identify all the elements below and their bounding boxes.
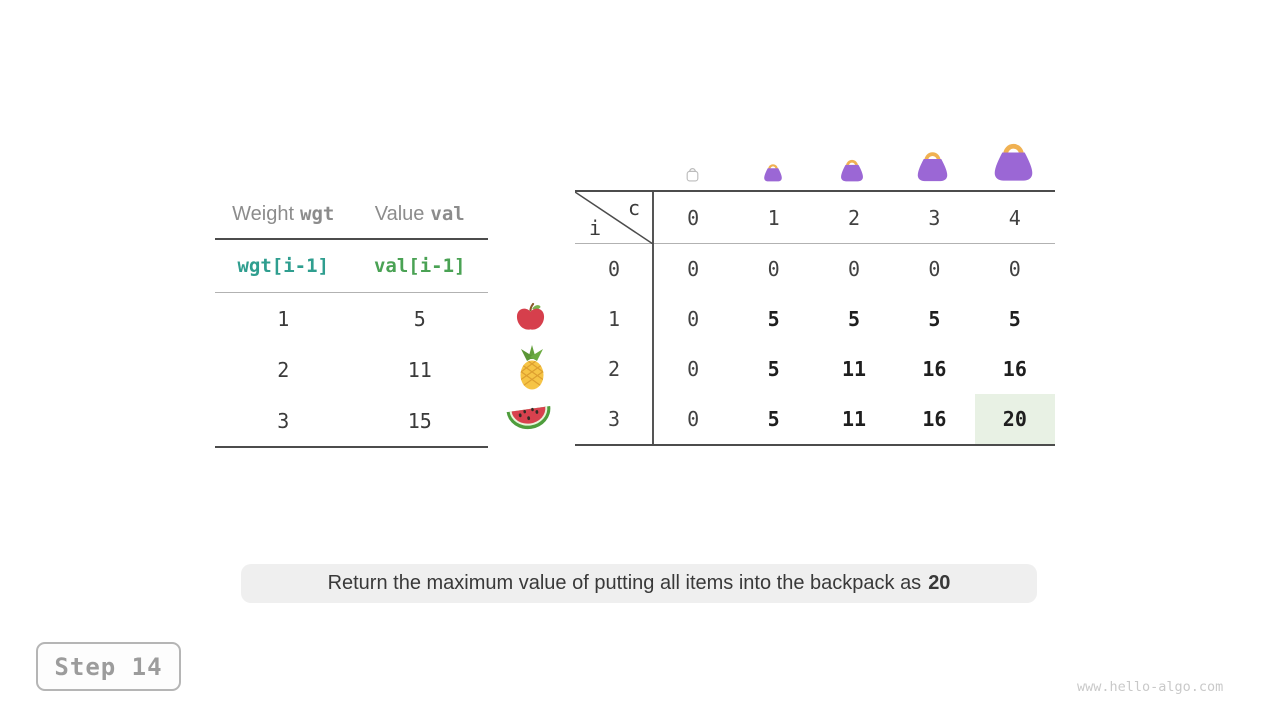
item-value: 15 <box>407 408 432 433</box>
value-label: Value <box>374 203 425 225</box>
items-table-code-row: wgt[i-1] val[i-1] <box>215 240 488 293</box>
capacity-var-label: c <box>627 196 640 220</box>
item-index-var-label: i <box>589 216 602 240</box>
val-expression: val[i-1] <box>373 255 466 277</box>
items-table: Weight wgt Value val wgt[i-1] val[i-1] 1 5… <box>215 191 488 448</box>
dp-cell: 11 <box>841 407 867 431</box>
dp-cell: 5 <box>847 307 861 331</box>
dp-cell: 5 <box>767 357 780 381</box>
items-table-row: 1 5 <box>215 293 488 344</box>
bag-icon-capacity-3 <box>914 147 951 187</box>
dp-cell: 5 <box>767 407 780 431</box>
dp-cell: 0 <box>928 257 941 281</box>
items-table-header: Weight wgt Value val <box>215 191 488 240</box>
dp-row-header: 1 <box>607 307 621 331</box>
dp-col-header: 3 <box>928 205 941 230</box>
dp-row-header: 2 <box>607 357 621 381</box>
dp-col-header: 0 <box>687 205 700 230</box>
pineapple-icon <box>514 344 550 397</box>
dp-table: c i 0 1 2 3 4 0 0 0 0 0 0 1 0 5 5 5 5 2 <box>575 190 1056 446</box>
dp-row: 1 0 5 5 5 5 <box>575 294 1055 344</box>
wgt-code-label: wgt <box>300 203 335 225</box>
weight-label: Weight <box>232 203 295 225</box>
items-table-row: 2 11 <box>215 344 488 395</box>
dp-row-header: 0 <box>607 257 621 281</box>
item-value: 5 <box>413 306 426 331</box>
item-value: 11 <box>407 357 432 382</box>
dp-cell: 0 <box>687 307 700 331</box>
caption-pill: Return the maximum value of putting all … <box>241 564 1037 603</box>
item-weight: 1 <box>277 306 290 331</box>
dp-cell: 0 <box>767 257 780 281</box>
dp-cell: 16 <box>1002 357 1027 381</box>
watermelon-icon <box>505 399 556 442</box>
dp-cell: 11 <box>841 357 867 381</box>
dp-cell: 0 <box>687 257 700 281</box>
dp-row: 3 0 5 11 16 20 <box>575 394 1056 444</box>
dp-cell: 16 <box>922 407 947 431</box>
dp-cell: 16 <box>922 357 947 381</box>
weight-column-header: Weight wgt <box>215 203 352 226</box>
diagonal-divider <box>575 192 653 244</box>
caption-result-value: 20 <box>928 572 951 594</box>
wgt-expression: wgt[i-1] <box>237 255 329 277</box>
bag-icon-capacity-4 <box>990 137 1037 187</box>
dp-row: 2 0 5 11 16 16 <box>575 344 1055 394</box>
watermark: www.hello-algo.com <box>1077 679 1224 695</box>
dp-cell: 0 <box>847 257 861 281</box>
value-column-header: Value val <box>352 203 489 226</box>
items-table-row: 3 15 <box>215 395 488 446</box>
item-weight: 2 <box>277 357 290 382</box>
bag-icon-capacity-1 <box>762 161 784 187</box>
dp-col-header: 4 <box>1008 205 1021 230</box>
dp-table-vertical-divider <box>652 192 654 444</box>
apple-icon <box>513 300 548 340</box>
dp-table-header-row: c i 0 1 2 3 4 <box>575 192 1055 244</box>
dp-row-header: 3 <box>607 407 621 431</box>
dp-cell: 0 <box>1008 257 1021 281</box>
dp-cell: 0 <box>687 407 700 431</box>
caption-text: Return the maximum value of putting all … <box>327 572 922 594</box>
dp-cell-highlighted: 20 <box>974 394 1056 444</box>
item-weight: 3 <box>277 408 290 433</box>
bag-icon-capacity-2 <box>838 156 866 187</box>
dp-col-header: 2 <box>847 205 861 230</box>
dp-col-header: 1 <box>767 205 780 230</box>
dp-cell: 0 <box>687 357 700 381</box>
dp-row: 0 0 0 0 0 0 <box>575 244 1055 294</box>
val-code-label: val <box>430 203 465 225</box>
bag-icon-capacity-0 <box>684 164 701 188</box>
dp-corner-cell: c i <box>575 192 653 244</box>
dp-cell: 5 <box>1008 307 1021 331</box>
dp-cell: 5 <box>928 307 941 331</box>
dp-cell: 5 <box>767 307 780 331</box>
step-indicator: Step 14 <box>36 642 181 691</box>
